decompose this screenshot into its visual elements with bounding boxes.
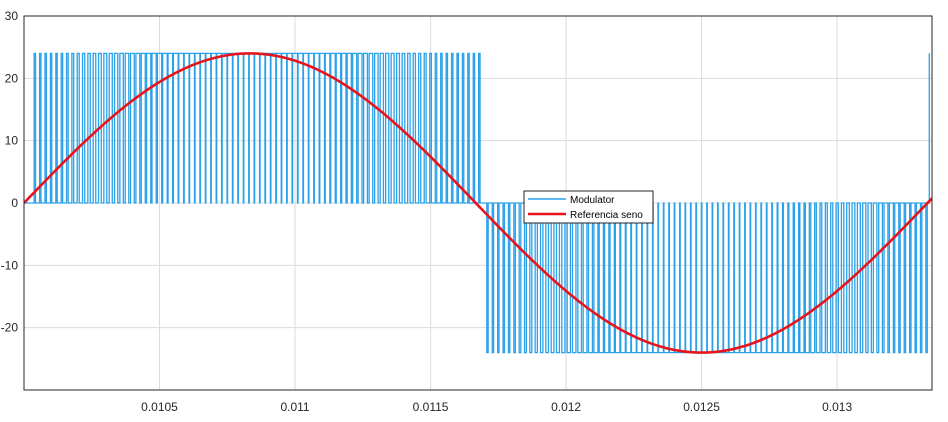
y-tick-label-3: 0 (11, 196, 18, 210)
series-referencia-seno-line (24, 52, 932, 354)
x-tick-labels: 0.0105 0.011 0.0115 0.012 0.0125 0.013 (141, 400, 852, 414)
x-tick-label-1: 0.011 (280, 400, 309, 414)
x-tick-label-5: 0.013 (822, 400, 852, 414)
y-tick-label-5: -20 (1, 321, 19, 335)
y-tick-label-4: -10 (1, 258, 19, 272)
legend-box (523, 190, 654, 224)
x-tick-label-0: 0.0105 (141, 400, 178, 414)
x-tick-label-4: 0.0125 (683, 400, 720, 414)
x-tick-label-3: 0.012 (551, 400, 581, 414)
y-tick-label-1: 20 (5, 71, 19, 85)
legend: Modulator Referencia seno (523, 190, 654, 224)
y-tick-labels: 30 20 10 0 -10 -20 (1, 9, 19, 335)
y-tick-label-2: 10 (5, 134, 19, 148)
y-tick-label-0: 30 (5, 9, 19, 23)
legend-entry-modulator: Modulator (570, 195, 615, 206)
x-tick-label-2: 0.0115 (413, 400, 449, 414)
plot-area-border (23, 15, 933, 391)
series-modulator-line (24, 52, 930, 354)
series-layer (24, 52, 932, 354)
legend-entry-referencia-seno: Referencia seno (570, 210, 643, 221)
